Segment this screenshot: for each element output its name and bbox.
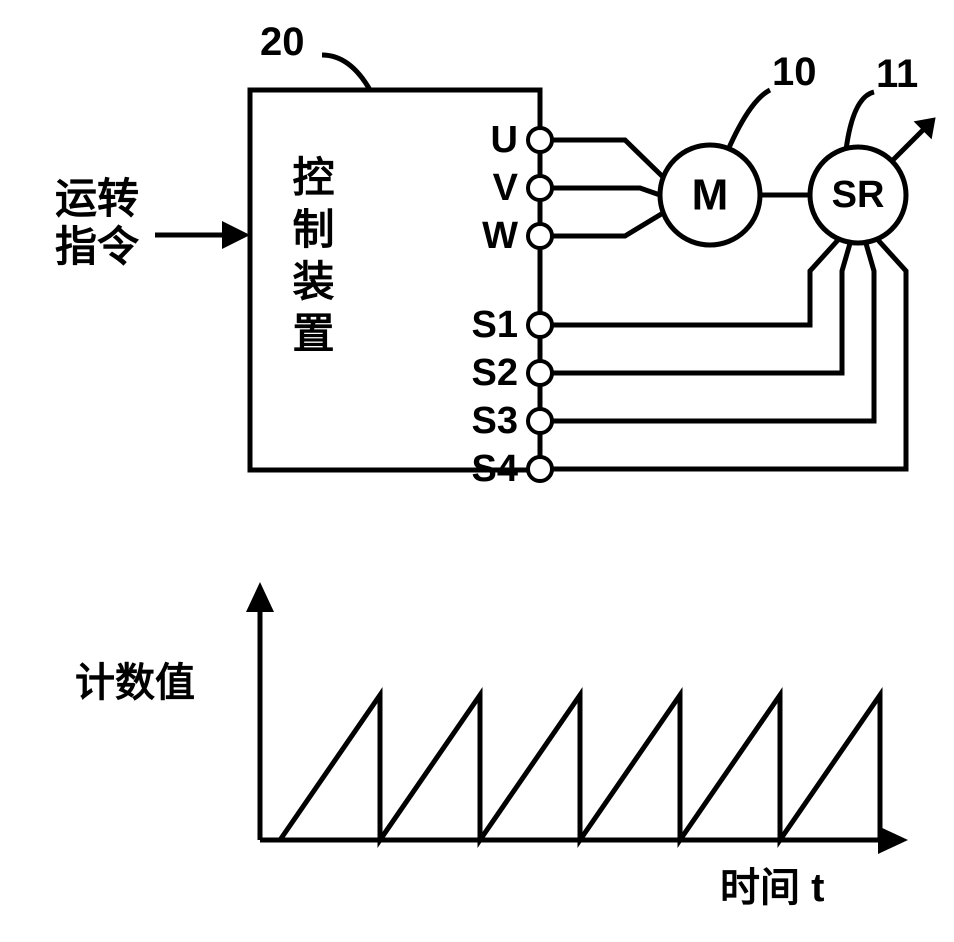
terminal-s2 [528, 361, 552, 385]
terminal-s3 [528, 409, 552, 433]
ref10-leader [728, 90, 770, 150]
motor-label: M [692, 171, 729, 220]
chart-y-label: 计数值 [75, 650, 195, 708]
terminal-v [528, 176, 552, 200]
wire-u [552, 140, 663, 177]
ref-label-20: 20 [260, 20, 305, 65]
wire-w [552, 213, 663, 236]
ref-label-11: 11 [876, 52, 918, 97]
wire-s2 [552, 240, 851, 373]
terminal-label-u: U [491, 119, 518, 161]
terminal-label-w: W [482, 215, 518, 257]
wire-s4 [552, 240, 906, 469]
terminal-w [528, 224, 552, 248]
terminal-u [528, 128, 552, 152]
wire-v [552, 188, 660, 195]
terminal-s4 [528, 457, 552, 481]
ref11-leader [846, 92, 874, 150]
controller-text: 控制装置 [280, 155, 341, 363]
terminal-label-s3: S3 [472, 400, 518, 442]
input-arrow [155, 221, 250, 249]
terminal-s1 [528, 313, 552, 337]
sawtooth-chart [246, 582, 908, 854]
ref20-leader [322, 55, 370, 90]
input-command-label: 运转 指令 [55, 175, 139, 272]
sensor-label: SR [832, 174, 885, 216]
diagram-canvas: UVW S1 S2 S3 S4 M SR [0, 0, 954, 942]
terminal-label-v: V [493, 167, 519, 209]
terminal-label-s4: S4 [472, 448, 518, 490]
ref-label-10: 10 [772, 50, 817, 95]
terminal-label-s2: S2 [472, 352, 518, 394]
chart-x-label: 时间 t [720, 855, 824, 913]
sensor-arrow-icon [892, 117, 936, 161]
wire-s3 [552, 240, 874, 421]
terminal-label-s1: S1 [472, 304, 518, 346]
wire-s1 [552, 240, 838, 325]
